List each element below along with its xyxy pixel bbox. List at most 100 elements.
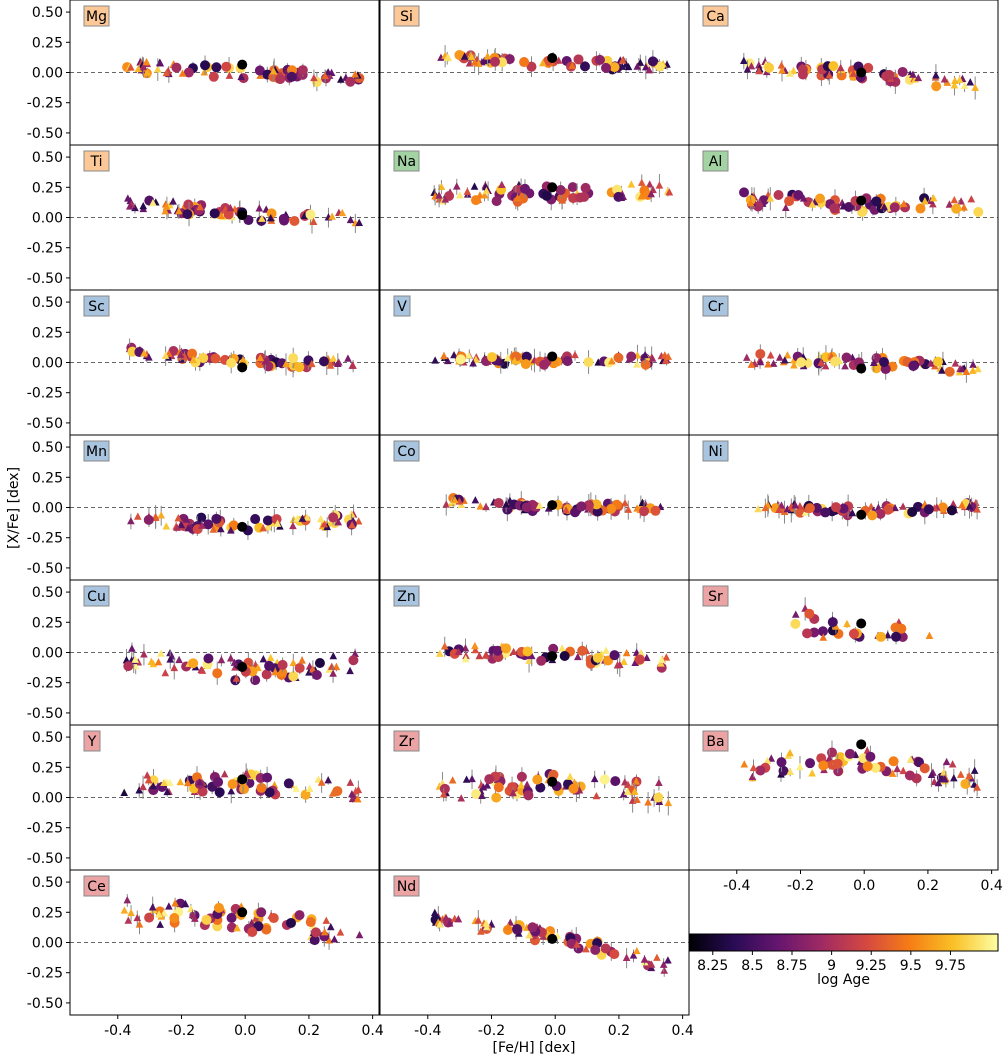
reference-star <box>237 907 248 918</box>
field-star <box>747 360 756 368</box>
cluster-star <box>830 356 841 367</box>
cluster-star <box>305 917 316 928</box>
cluster-star <box>484 774 495 785</box>
field-star <box>326 922 335 931</box>
field-star <box>226 654 235 662</box>
field-star <box>777 61 786 69</box>
field-star <box>259 524 268 532</box>
cluster-star <box>256 782 267 793</box>
panel-cr <box>688 289 999 436</box>
field-star <box>169 197 177 205</box>
field-star <box>329 651 338 660</box>
field-star <box>328 212 336 220</box>
field-star <box>329 354 338 362</box>
field-star <box>747 62 756 70</box>
element-label-box <box>393 440 420 462</box>
cluster-star <box>471 789 482 800</box>
field-star <box>647 960 656 968</box>
field-star <box>566 772 574 780</box>
field-star <box>120 788 129 796</box>
field-star <box>464 351 473 359</box>
field-star <box>849 69 858 77</box>
cluster-star <box>288 353 299 364</box>
field-star <box>217 655 226 664</box>
field-star <box>346 778 355 786</box>
cluster-star <box>520 359 531 370</box>
cluster-star <box>557 193 568 204</box>
y-tick-label: 0.50 <box>32 875 63 891</box>
field-star <box>951 359 960 367</box>
field-star <box>637 648 645 657</box>
field-star <box>791 501 800 509</box>
panel-zr <box>379 724 690 871</box>
cluster-star <box>568 783 579 794</box>
field-star <box>351 70 360 78</box>
panel-mn <box>66 434 380 581</box>
cluster-star <box>144 912 155 923</box>
field-star <box>957 197 965 205</box>
data-points <box>742 344 982 383</box>
cluster-star <box>944 366 955 377</box>
cluster-star <box>510 351 521 362</box>
cluster-star <box>653 792 664 803</box>
field-star <box>880 203 889 211</box>
cluster-star <box>884 69 895 80</box>
field-star <box>618 62 627 70</box>
field-star <box>900 199 908 208</box>
field-star <box>161 207 170 215</box>
field-star <box>258 214 266 222</box>
element-label: Y <box>87 734 97 750</box>
cluster-star <box>501 643 512 654</box>
cluster-star <box>883 504 894 515</box>
field-star <box>648 354 657 362</box>
cluster-star <box>755 348 766 359</box>
y-tick-label: 0.00 <box>32 211 63 227</box>
cluster-star <box>814 193 825 204</box>
field-star <box>482 919 490 927</box>
field-star <box>329 669 337 677</box>
field-star <box>940 75 949 83</box>
field-star <box>305 668 313 676</box>
cluster-star <box>562 356 573 367</box>
field-star <box>742 353 751 361</box>
cluster-star <box>208 71 219 82</box>
cluster-star <box>613 352 624 363</box>
cluster-star <box>345 76 356 87</box>
field-star <box>125 202 134 210</box>
field-star <box>161 351 170 359</box>
field-star <box>941 775 949 783</box>
cluster-star <box>870 762 881 773</box>
cluster-star <box>827 617 838 628</box>
x-tick-label: 0.2 <box>298 1023 320 1039</box>
cluster-star <box>286 917 297 928</box>
panel-ca <box>688 0 999 146</box>
field-star <box>748 772 757 780</box>
field-star <box>140 650 148 658</box>
field-star <box>641 63 650 71</box>
field-star <box>348 361 357 369</box>
field-star <box>970 766 979 774</box>
field-star <box>527 651 536 660</box>
field-star <box>899 766 908 775</box>
cluster-star <box>889 202 900 213</box>
field-star <box>217 211 225 219</box>
field-star <box>320 928 329 936</box>
field-star <box>640 955 649 963</box>
field-star <box>629 951 638 959</box>
field-star <box>467 52 476 61</box>
reference-star <box>547 933 558 944</box>
cluster-star <box>609 949 620 960</box>
panel-ce <box>66 869 380 1019</box>
x-tick-label: 0.0 <box>853 878 875 894</box>
cluster-star <box>213 777 224 788</box>
field-star <box>139 782 147 791</box>
field-star <box>825 71 834 79</box>
field-star <box>636 58 645 66</box>
panel-sc <box>66 289 380 436</box>
field-star <box>655 778 663 787</box>
element-label-box <box>83 585 110 607</box>
field-star <box>821 362 830 370</box>
cluster-star <box>491 196 502 207</box>
cluster-star <box>123 661 134 672</box>
cluster-star <box>610 776 621 787</box>
